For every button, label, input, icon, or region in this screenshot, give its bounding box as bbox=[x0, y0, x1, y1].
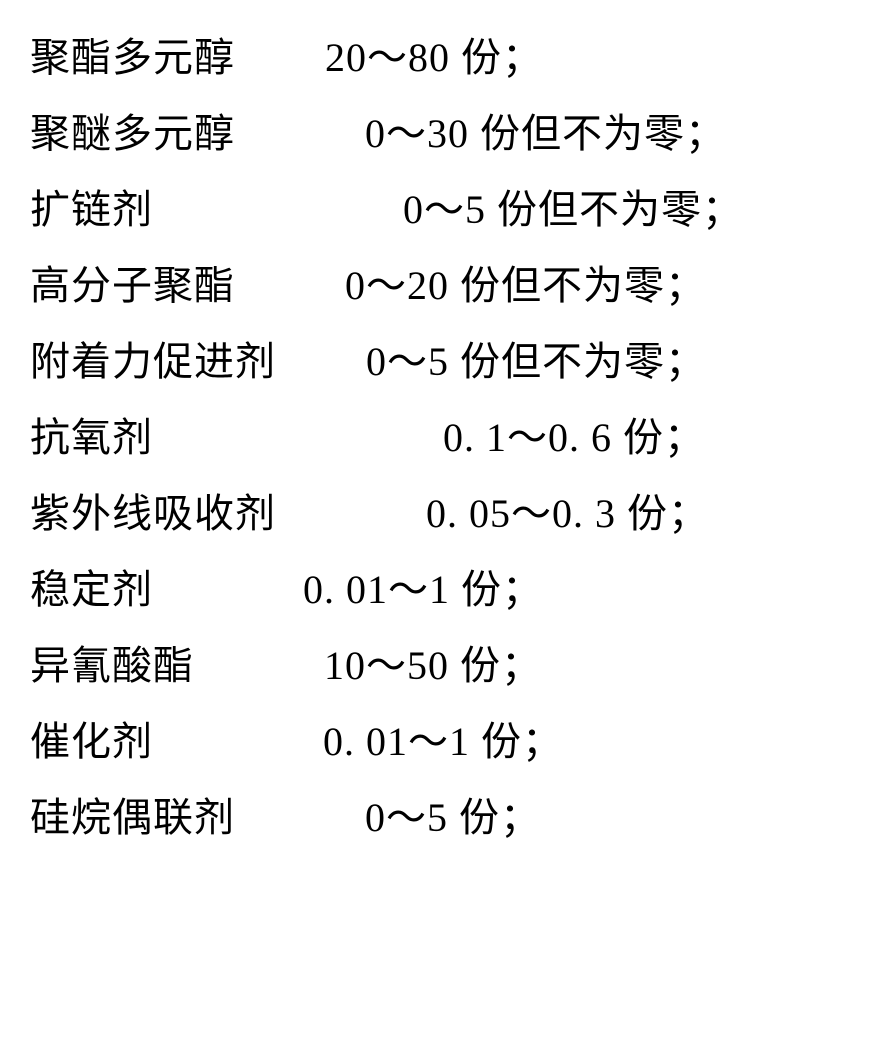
ingredient-label: 稳定剂 bbox=[30, 552, 153, 628]
amount-label: 0. 1～0. 6 份； bbox=[443, 400, 705, 476]
amount-label: 0. 01～1 份； bbox=[303, 552, 543, 628]
ingredient-label: 紫外线吸收剂 bbox=[30, 476, 276, 552]
amount-label: 10～50 份； bbox=[324, 628, 542, 704]
ingredient-label: 异氰酸酯 bbox=[30, 628, 194, 704]
ingredient-label: 附着力促进剂 bbox=[30, 324, 276, 400]
formula-list: 聚酯多元醇 20～80 份； 聚醚多元醇 0～30 份但不为零； 扩链剂 0～5 份但不为… bbox=[30, 20, 860, 856]
ingredient-label: 抗氧剂 bbox=[30, 400, 153, 476]
formula-row: 聚醚多元醇 0～30 份但不为零； bbox=[30, 96, 860, 172]
formula-row: 附着力促进剂 0～5 份但不为零； bbox=[30, 324, 860, 400]
amount-label: 0～30 份但不为零； bbox=[365, 96, 726, 172]
ingredient-label: 扩链剂 bbox=[30, 172, 153, 248]
formula-row: 抗氧剂 0. 1～0. 6 份； bbox=[30, 400, 860, 476]
ingredient-label: 聚醚多元醇 bbox=[30, 96, 235, 172]
amount-label: 20～80 份； bbox=[325, 20, 543, 96]
amount-label: 0. 05～0. 3 份； bbox=[426, 476, 709, 552]
formula-row: 异氰酸酯 10～50 份； bbox=[30, 628, 860, 704]
amount-label: 0. 01～1 份； bbox=[323, 704, 563, 780]
formula-row: 紫外线吸收剂 0. 05～0. 3 份； bbox=[30, 476, 860, 552]
amount-label: 0～20 份但不为零； bbox=[345, 248, 706, 324]
ingredient-label: 催化剂 bbox=[30, 704, 153, 780]
ingredient-label: 高分子聚酯 bbox=[30, 248, 235, 324]
ingredient-label: 聚酯多元醇 bbox=[30, 20, 235, 96]
formula-row: 扩链剂 0～5 份但不为零； bbox=[30, 172, 860, 248]
formula-row: 稳定剂 0. 01～1 份； bbox=[30, 552, 860, 628]
formula-row: 硅烷偶联剂 0～5 份； bbox=[30, 780, 860, 856]
amount-label: 0～5 份； bbox=[365, 780, 541, 856]
amount-label: 0～5 份但不为零； bbox=[366, 324, 706, 400]
amount-label: 0～5 份但不为零； bbox=[403, 172, 743, 248]
ingredient-label: 硅烷偶联剂 bbox=[30, 780, 235, 856]
formula-row: 高分子聚酯 0～20 份但不为零； bbox=[30, 248, 860, 324]
formula-row: 聚酯多元醇 20～80 份； bbox=[30, 20, 860, 96]
formula-row: 催化剂 0. 01～1 份； bbox=[30, 704, 860, 780]
